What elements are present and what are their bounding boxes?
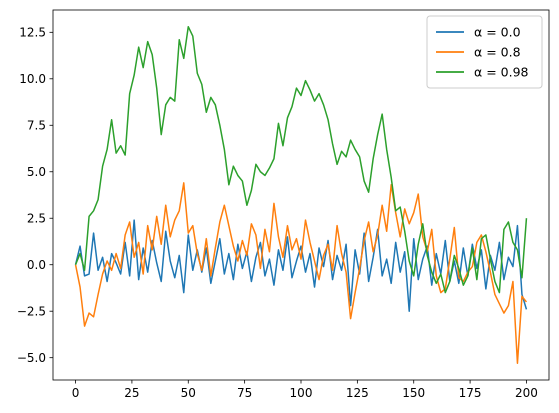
y-tick-label: 5.0 [27,165,46,179]
series-layer [74,25,528,365]
x-tick-label: 125 [346,386,369,400]
x-tick-label: 25 [124,386,139,400]
series-line-2 [74,25,528,294]
legend-label: α = 0.8 [474,45,521,60]
x-tick-label: 150 [402,386,425,400]
x-tick-label: 200 [515,386,538,400]
x-tick-label: 100 [290,386,313,400]
x-axis: 0 25 50 75 100 125 150 175 200 [72,380,538,400]
y-tick-label: 7.5 [27,119,46,133]
x-tick-label: 175 [459,386,482,400]
x-tick-label: 75 [237,386,252,400]
x-tick-label: 0 [72,386,80,400]
legend-box [426,15,543,89]
y-tick-label: 2.5 [27,212,46,226]
y-tick-label: −5.0 [17,351,46,365]
legend-label: α = 0.98 [474,65,529,80]
y-tick-label: 0.0 [27,258,46,272]
y-axis: −5.0 −2.5 0.0 2.5 5.0 7.5 10.0 12.5 [17,26,53,365]
y-tick-label: −2.5 [17,305,46,319]
series-line-1 [74,182,528,365]
y-tick-label: 10.0 [19,72,46,86]
y-tick-label: 12.5 [19,26,46,40]
series-line-0 [74,219,528,312]
legend: α = 0.0 α = 0.8 α = 0.98 [426,15,543,89]
legend-label: α = 0.0 [474,25,521,40]
x-tick-label: 50 [181,386,196,400]
